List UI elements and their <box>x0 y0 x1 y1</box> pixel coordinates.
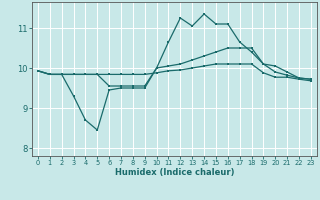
X-axis label: Humidex (Indice chaleur): Humidex (Indice chaleur) <box>115 168 234 177</box>
